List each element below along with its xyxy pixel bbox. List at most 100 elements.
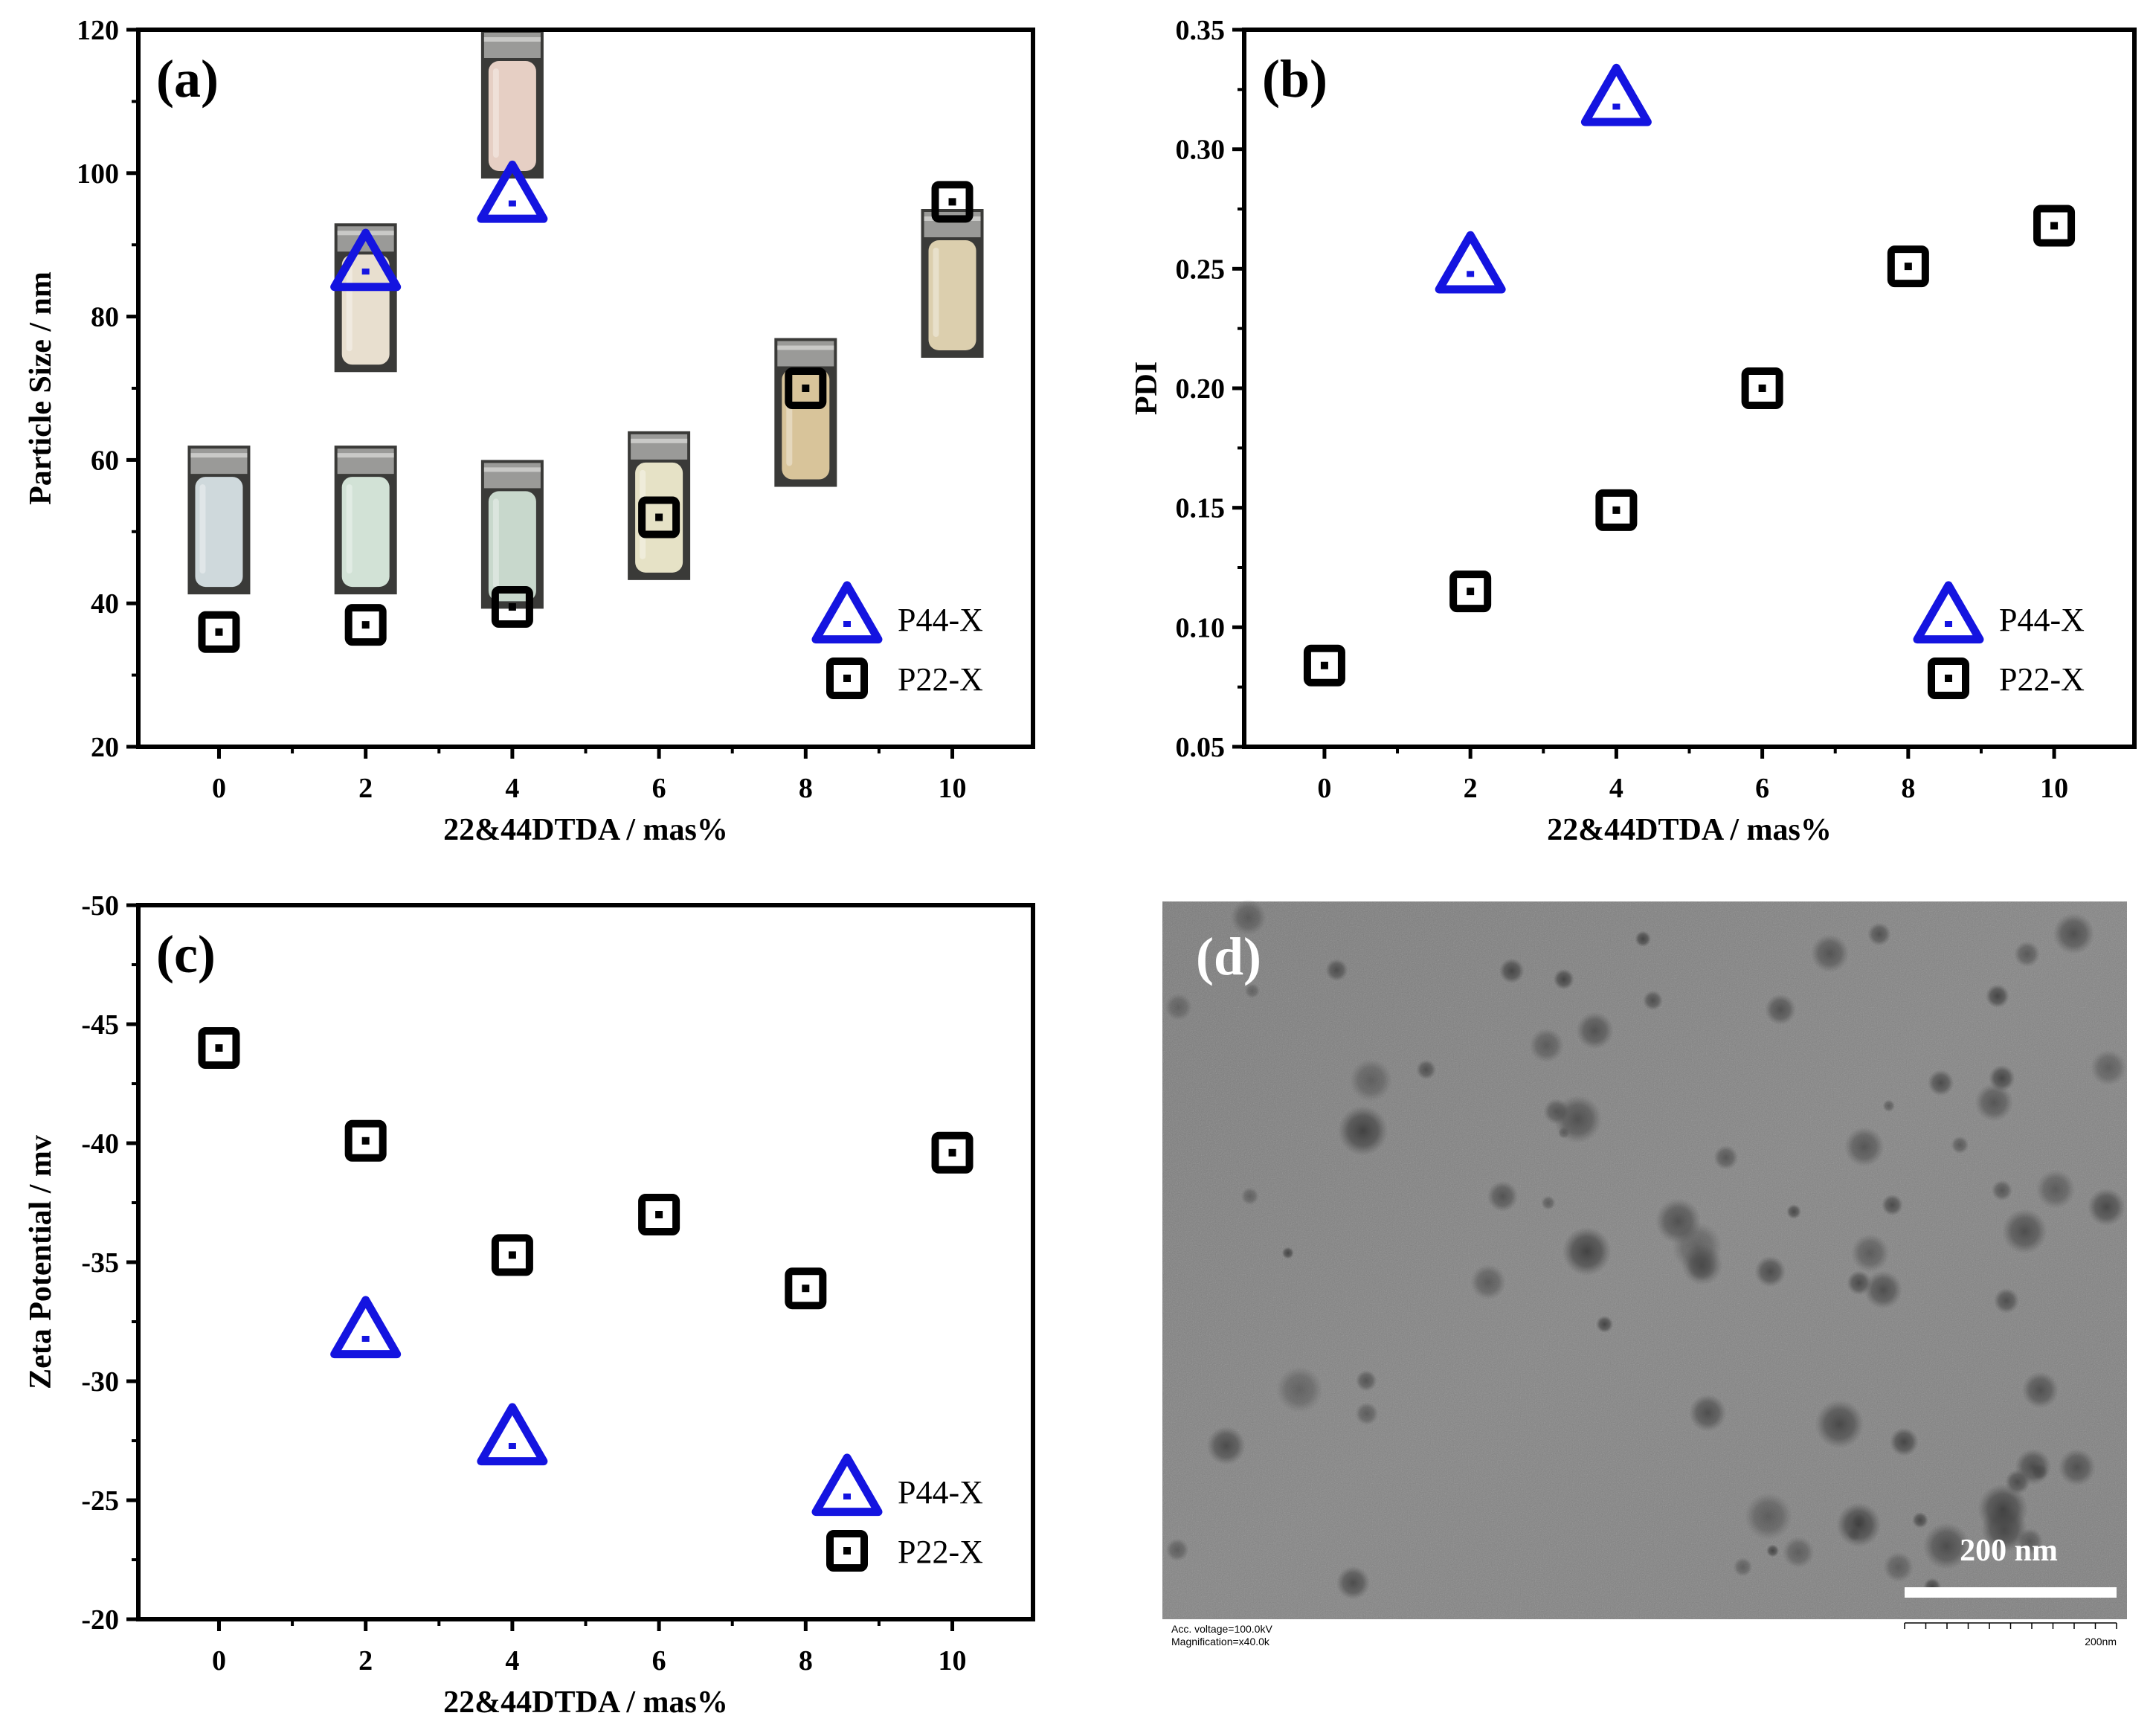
nanoparticle	[1991, 1180, 2013, 1201]
data-point-p22	[344, 604, 387, 646]
nanoparticle	[1883, 1552, 1914, 1583]
nanoparticle	[1562, 1227, 1612, 1276]
nanoparticle	[1541, 1195, 1556, 1210]
nanoparticle	[1349, 1058, 1393, 1102]
nanoparticle	[1864, 1270, 1902, 1309]
nanoparticle	[1165, 1538, 1189, 1562]
nanoparticle	[1230, 899, 1267, 936]
legend-label-p22: P22-X	[898, 1534, 983, 1570]
vial-photo	[921, 209, 984, 358]
nanoparticle	[1355, 1369, 1377, 1392]
tem-footer-strip	[1162, 1619, 2127, 1653]
nanoparticle	[1487, 1180, 1519, 1212]
panel-label-d: (d)	[1196, 927, 1261, 986]
nanoparticle	[2035, 1169, 2076, 1209]
y-tick-label: 80	[91, 302, 119, 333]
x-tick-label: 8	[1901, 773, 1915, 804]
legend-label-p44: P44-X	[898, 1474, 983, 1511]
legend-marker-p22	[826, 658, 868, 699]
nanoparticle	[1325, 959, 1348, 982]
panel-c-zeta-potential-chart: 0 2 4 6 8 10 -20 -25 -30 -35 -40 -45 -50 (c) 22&44DT…	[24, 890, 1035, 1720]
data-point-p44	[477, 1403, 548, 1466]
panel-d-tem-micrograph: (d) 200 nm Acc. voltage=100.0kV Magnific…	[1162, 899, 2127, 1653]
data-point-p22	[1303, 644, 1345, 687]
nanoparticle	[1713, 1145, 1739, 1170]
nanoparticle	[1733, 1557, 1753, 1577]
data-point-p22	[198, 1027, 240, 1069]
nanoparticle	[1927, 1070, 1954, 1096]
x-tick-label: 0	[212, 1645, 226, 1676]
scale-bar	[1905, 1587, 2117, 1598]
nanoparticle	[2058, 1448, 2096, 1487]
footer-voltage: Acc. voltage=100.0kV	[1171, 1623, 1272, 1635]
nanoparticle	[1655, 1198, 1702, 1244]
y-tick-label: 120	[77, 15, 119, 46]
data-point-p22	[491, 586, 533, 629]
data-points	[198, 160, 973, 653]
data-points	[1303, 63, 2076, 687]
nanoparticle	[1977, 1483, 2028, 1534]
legend-label-p22: P22-X	[1999, 661, 2085, 698]
vial-photo	[334, 446, 397, 595]
panel-b-pdi-chart: 0 2 4 6 8 100.050.100.150.200.250.300.35 (b) …	[1130, 15, 2137, 847]
nanoparticle	[1529, 1028, 1564, 1063]
nanoparticle	[1754, 1256, 1786, 1287]
x-axis-label: 22&44DTDA / mas%	[443, 813, 728, 847]
footer-magnification: Magnification=x40.0k	[1171, 1636, 1270, 1647]
x-tick-label: 10	[2040, 773, 2068, 804]
x-tick-label: 6	[652, 1645, 666, 1676]
x-tick-label: 10	[939, 1645, 967, 1676]
nanoparticle	[1553, 968, 1574, 990]
x-tick-label: 2	[1464, 773, 1478, 804]
x-tick-label: 0	[212, 773, 226, 804]
x-tick-label: 2	[358, 773, 373, 804]
data-point-p44	[330, 1296, 402, 1359]
vial-photo	[187, 446, 251, 595]
nanoparticle	[1240, 1187, 1259, 1206]
nanoparticle	[1815, 1399, 1864, 1449]
nanoparticle	[1810, 934, 1850, 973]
y-tick-label: 60	[91, 445, 119, 476]
nanoparticle	[1951, 1136, 1969, 1154]
y-tick-label: 0.20	[1176, 373, 1226, 405]
y-tick-label: 40	[91, 588, 119, 620]
data-point-p22	[344, 1119, 387, 1162]
nanoparticle	[1338, 1105, 1388, 1156]
data-point-p22	[931, 181, 973, 223]
y-tick-label: -20	[81, 1604, 119, 1636]
y-axis-label: PDI	[1130, 361, 1164, 415]
legend: P44-X P22-X	[811, 1453, 983, 1572]
data-point-p22	[1887, 245, 1929, 288]
data-point-p22	[491, 1234, 533, 1276]
x-tick-label: 4	[505, 1645, 519, 1676]
x-tick-label: 2	[358, 1645, 373, 1676]
data-point-p44	[1580, 63, 1652, 126]
nanoparticle	[2005, 1469, 2030, 1495]
legend-marker-p44	[811, 581, 883, 644]
nanoparticle	[1470, 1264, 1507, 1300]
nanoparticle	[1499, 958, 1525, 984]
y-tick-label: 0.15	[1176, 493, 1226, 524]
nanoparticle	[1576, 1012, 1614, 1049]
y-tick-label: 0.10	[1176, 612, 1226, 643]
nanoparticle	[1596, 1315, 1614, 1334]
legend-marker-p22	[1928, 658, 1969, 699]
legend-label-p44: P44-X	[898, 602, 983, 638]
x-tick-label: 6	[1755, 773, 1769, 804]
y-tick-label: 100	[77, 158, 119, 190]
vial-photo	[480, 460, 544, 609]
nanoparticle	[1688, 1394, 1727, 1432]
panel-label-c: (c)	[156, 925, 216, 984]
x-tick-label: 10	[939, 773, 967, 804]
x-tick-label: 0	[1317, 773, 1331, 804]
nanoparticle	[2087, 1188, 2125, 1227]
y-tick-label: 0.05	[1176, 732, 1226, 763]
nanoparticle	[2021, 1372, 2059, 1409]
panel-a-particle-size-chart: 0 2 4 6 8 10 20 40 60 80 100 120 (a) 22&44DTDA / ma…	[24, 15, 1035, 847]
panel-label-b: (b)	[1262, 49, 1327, 109]
legend-label-p44: P44-X	[1999, 602, 2085, 638]
x-axis-label: 22&44DTDA / mas%	[1547, 813, 1832, 847]
nanoparticles	[1165, 899, 2127, 1600]
x-tick-label: 8	[799, 1645, 813, 1676]
data-point-p22	[785, 367, 827, 409]
